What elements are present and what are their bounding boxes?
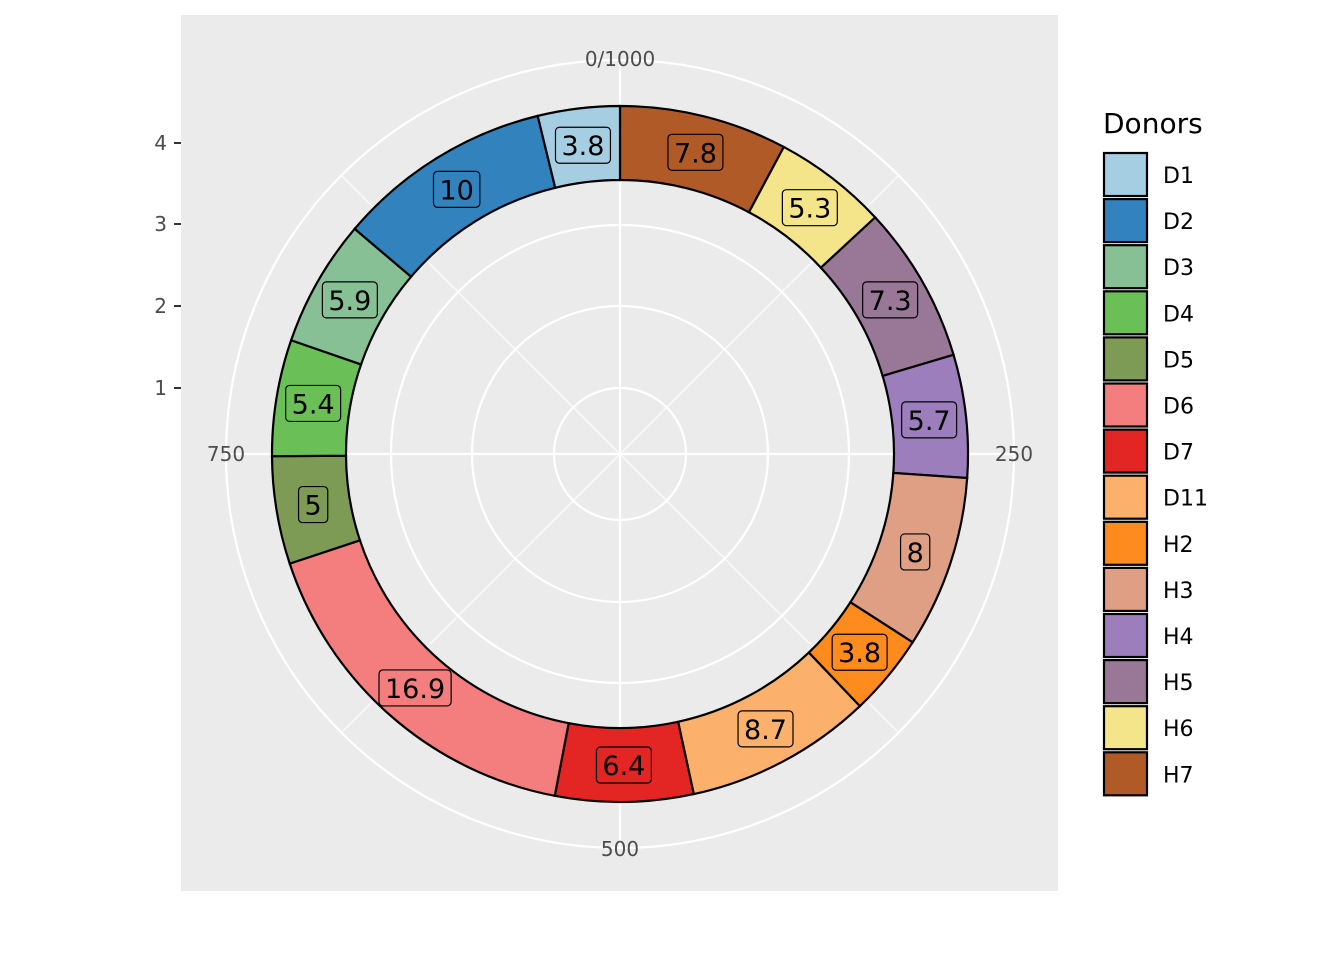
data-label-box bbox=[285, 384, 342, 423]
angle-tick-label: 500 bbox=[601, 837, 639, 861]
data-label-box bbox=[781, 189, 838, 227]
data-label-text: 3.8 bbox=[561, 131, 604, 162]
radial-tick-label: 4 bbox=[154, 131, 167, 155]
legend-swatch bbox=[1102, 520, 1149, 566]
legend-swatch bbox=[1102, 612, 1149, 659]
legend-label: D11 bbox=[1163, 487, 1208, 512]
data-label-text: 16.9 bbox=[385, 674, 445, 705]
data-label-h2: 3.8 bbox=[831, 633, 888, 671]
data-label-d2: 10 bbox=[432, 170, 481, 208]
legend-label: H7 bbox=[1163, 763, 1194, 788]
legend-item-h5: H5 bbox=[1102, 658, 1194, 705]
data-label-box bbox=[901, 401, 958, 439]
data-label-d3: 5.9 bbox=[321, 281, 378, 319]
legend-label: H2 bbox=[1163, 533, 1194, 558]
legend-label: H6 bbox=[1163, 717, 1194, 742]
legend-swatch bbox=[1102, 244, 1149, 290]
data-label-text: 7.3 bbox=[869, 286, 912, 317]
data-label-box bbox=[595, 746, 652, 784]
data-label-box bbox=[737, 710, 794, 748]
legend-swatch bbox=[1102, 705, 1149, 751]
legend-swatch bbox=[1102, 658, 1149, 705]
data-label-box bbox=[667, 133, 724, 171]
radial-tick-label: 2 bbox=[154, 294, 167, 318]
data-label-d6: 16.9 bbox=[378, 669, 452, 707]
angle-tick-label: 750 bbox=[207, 442, 245, 466]
data-label-text: 5 bbox=[305, 491, 322, 522]
data-label-box bbox=[862, 281, 919, 319]
legend-item-d2: D2 bbox=[1102, 198, 1194, 244]
legend-items: D1 D2 D3 D4 D5 D6 D7 D11 H2 H3 H4 H5 H6 H7 bbox=[1102, 151, 1208, 797]
data-label-h5: 7.3 bbox=[862, 281, 919, 319]
data-label-text: 8.7 bbox=[744, 715, 787, 746]
legend: Donors D1 D2 D3 D4 D5 D6 D7 D11 H2 H3 H4 H5 H6 H7 bbox=[1102, 107, 1208, 797]
legend-label: D2 bbox=[1163, 210, 1194, 235]
legend-label: D6 bbox=[1163, 395, 1194, 420]
data-label-text: 6.4 bbox=[602, 751, 645, 782]
data-label-text: 5.3 bbox=[788, 194, 831, 225]
legend-item-d11: D11 bbox=[1102, 474, 1208, 520]
segment-labels: 7.8 5.3 7.3 5.7 8 3.8 8.7 6.4 16.9 5 5.4 5.9 10 3.8 bbox=[285, 126, 958, 784]
legend-item-h4: H4 bbox=[1102, 612, 1194, 659]
legend-swatch bbox=[1102, 151, 1149, 198]
legend-item-h7: H7 bbox=[1102, 751, 1194, 797]
legend-swatch bbox=[1102, 198, 1149, 244]
data-label-d11: 8.7 bbox=[737, 710, 794, 748]
legend-swatch bbox=[1102, 428, 1149, 474]
data-label-text: 10 bbox=[439, 175, 473, 206]
legend-title: Donors bbox=[1103, 107, 1203, 140]
radial-axis: 1 2 3 4 bbox=[154, 131, 181, 400]
legend-item-h2: H2 bbox=[1102, 520, 1194, 566]
legend-item-d7: D7 bbox=[1102, 428, 1194, 474]
legend-swatch bbox=[1102, 290, 1149, 336]
legend-item-h6: H6 bbox=[1102, 705, 1194, 751]
legend-item-d5: D5 bbox=[1102, 336, 1194, 382]
legend-swatch bbox=[1102, 566, 1149, 613]
radial-tick-label: 1 bbox=[154, 376, 167, 400]
legend-swatch bbox=[1102, 336, 1149, 382]
data-label-d5: 5 bbox=[297, 485, 329, 524]
data-label-box bbox=[378, 669, 452, 707]
legend-item-d4: D4 bbox=[1102, 290, 1194, 336]
legend-label: D1 bbox=[1163, 164, 1194, 189]
data-label-text: 8 bbox=[907, 538, 924, 569]
legend-item-d6: D6 bbox=[1102, 382, 1194, 428]
data-label-h3: 8 bbox=[899, 533, 931, 571]
legend-item-h3: H3 bbox=[1102, 566, 1194, 613]
legend-label: D5 bbox=[1163, 348, 1194, 373]
data-label-d4: 5.4 bbox=[285, 384, 342, 423]
legend-item-d3: D3 bbox=[1102, 244, 1194, 290]
data-label-text: 3.8 bbox=[838, 638, 881, 669]
data-label-text: 5.9 bbox=[328, 286, 371, 317]
angle-tick-label: 250 bbox=[995, 442, 1033, 466]
angle-axis: 0/1000 250 500 750 bbox=[207, 47, 1033, 861]
data-label-text: 5.7 bbox=[908, 406, 951, 437]
legend-label: H5 bbox=[1163, 671, 1194, 696]
legend-label: D3 bbox=[1163, 256, 1194, 281]
radial-tick-label: 3 bbox=[154, 212, 167, 236]
angle-tick-label: 0/1000 bbox=[585, 47, 655, 71]
data-label-box bbox=[831, 633, 888, 671]
data-label-box bbox=[321, 281, 378, 319]
legend-label: H3 bbox=[1163, 579, 1194, 604]
data-label-h6: 5.3 bbox=[781, 189, 838, 227]
data-label-text: 5.4 bbox=[292, 389, 335, 420]
data-label-text: 7.8 bbox=[674, 138, 717, 169]
data-label-box bbox=[554, 126, 612, 164]
legend-label: D7 bbox=[1163, 441, 1194, 466]
legend-swatch bbox=[1102, 382, 1149, 428]
legend-swatch bbox=[1102, 751, 1149, 797]
legend-label: H4 bbox=[1163, 625, 1194, 650]
data-label-box bbox=[899, 533, 931, 571]
data-label-box bbox=[297, 485, 329, 524]
legend-label: D4 bbox=[1163, 302, 1194, 327]
data-label-d7: 6.4 bbox=[595, 746, 652, 784]
data-label-h7: 7.8 bbox=[667, 133, 724, 171]
legend-swatch bbox=[1102, 474, 1149, 520]
data-label-box bbox=[432, 170, 481, 208]
legend-item-d1: D1 bbox=[1102, 151, 1194, 198]
data-label-d1: 3.8 bbox=[554, 126, 612, 164]
data-label-h4: 5.7 bbox=[901, 401, 958, 439]
